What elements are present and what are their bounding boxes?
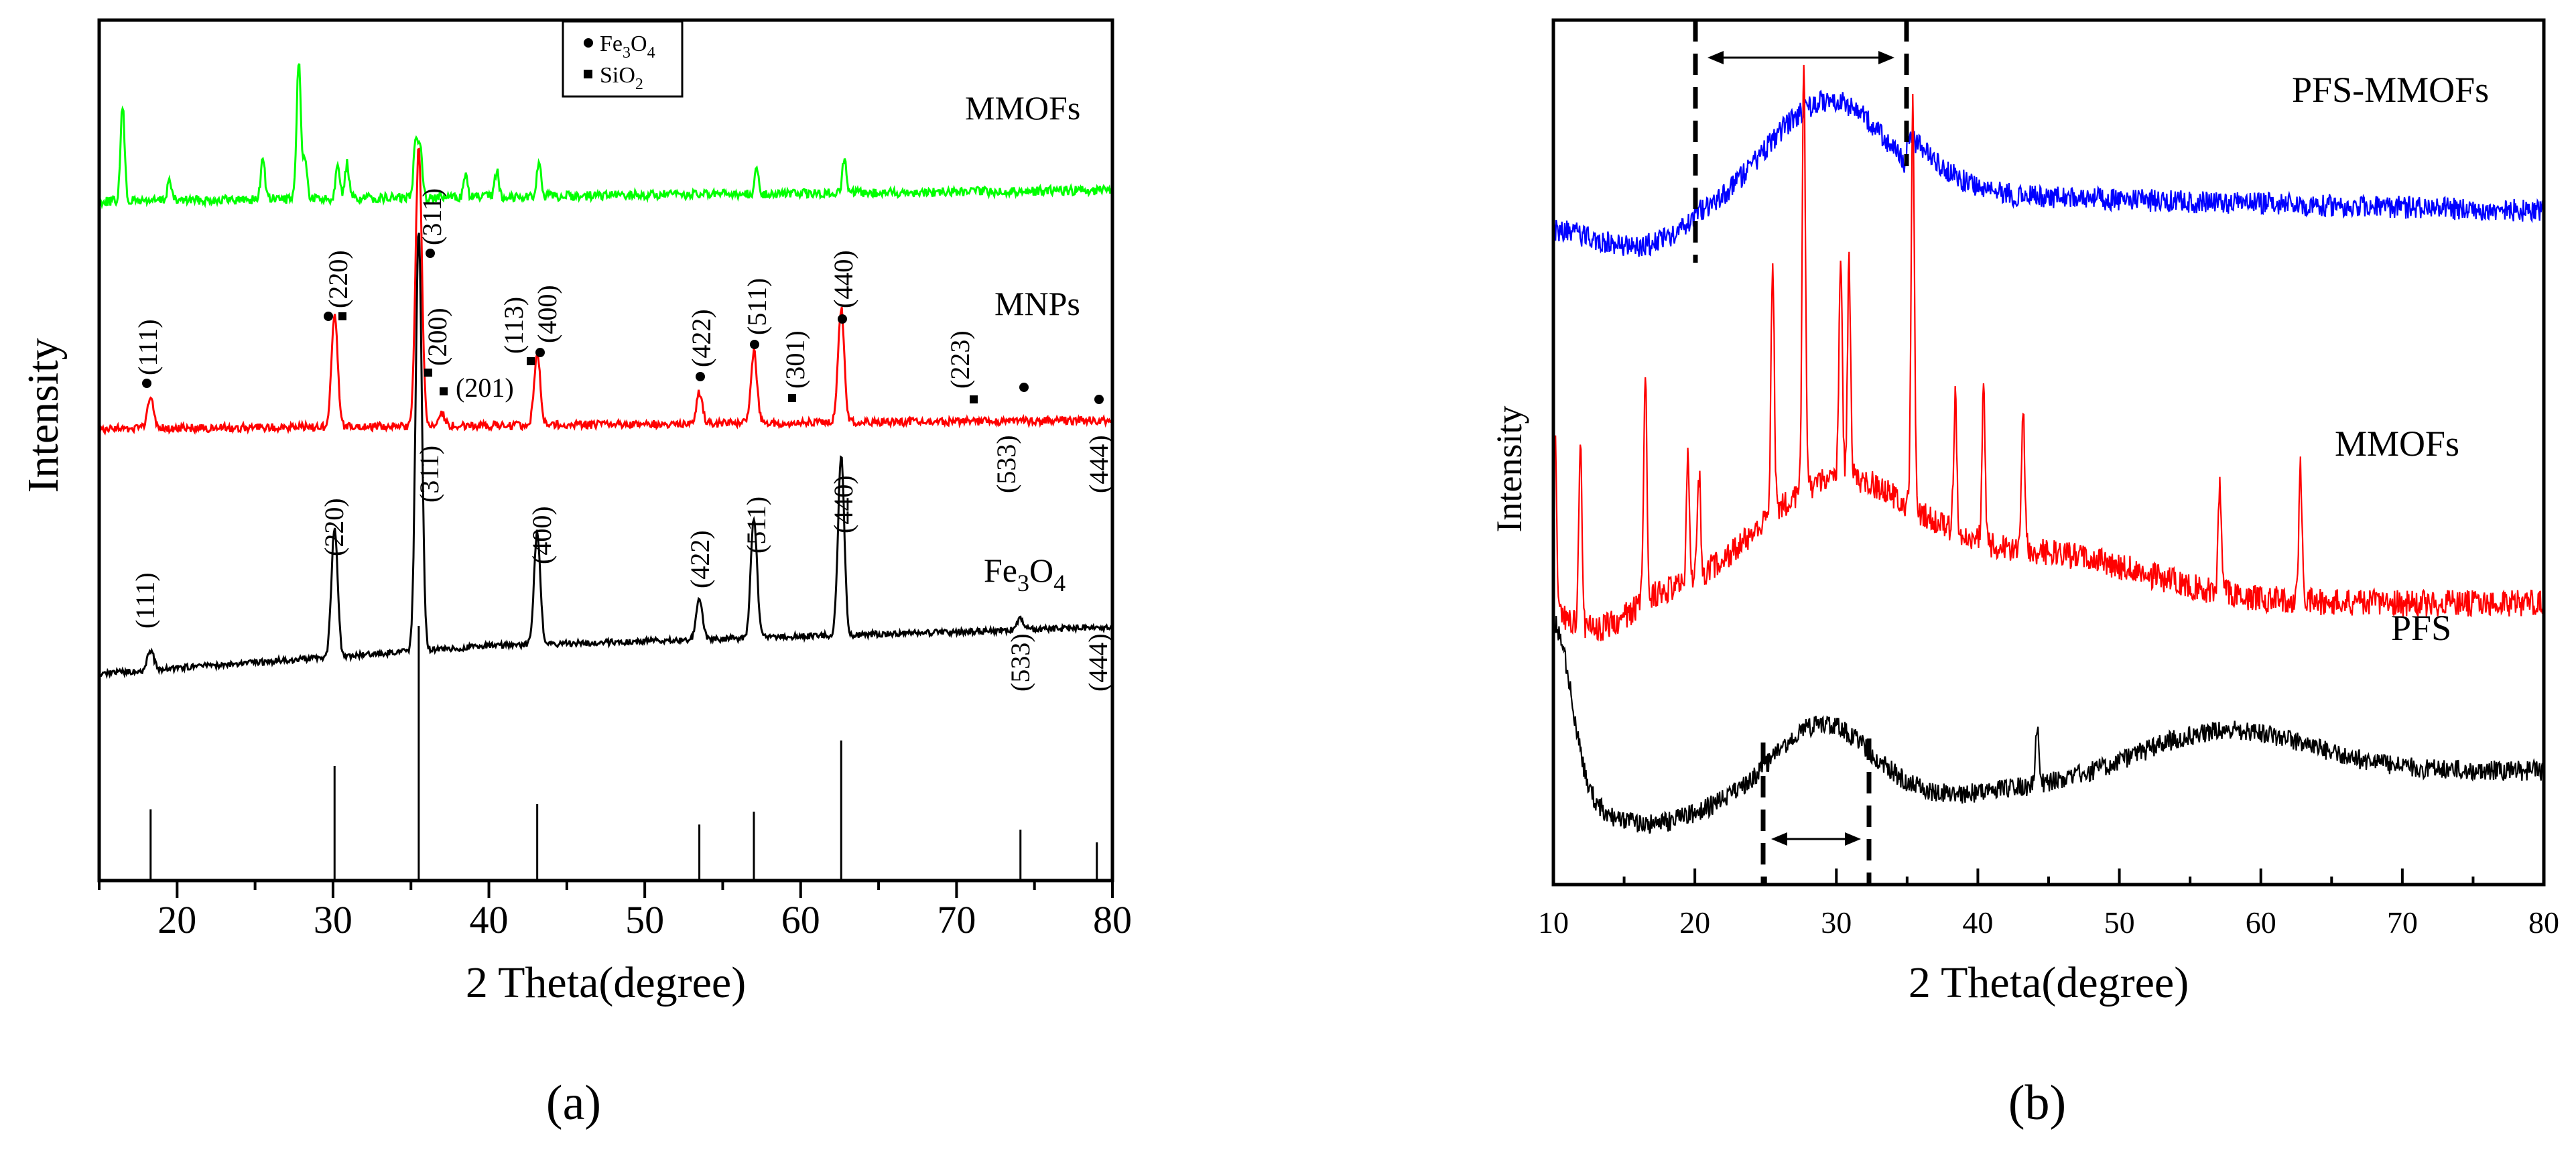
fe3o4-marker — [1094, 395, 1104, 404]
x-tick-label: 70 — [937, 898, 976, 942]
x-tick-label: 50 — [2104, 905, 2135, 940]
hkl-label: (422) — [686, 309, 716, 367]
panel-a-mnps-annotations: (111) (220) (311) (200) (201) (113) (400… — [133, 188, 1114, 493]
series-line-pfs-mmofs — [1552, 89, 2545, 257]
panel-a-caption: (a) — [546, 1076, 601, 1131]
panel-b-y-axis-label: Intensity — [1489, 406, 1529, 533]
hkl-label: (113) — [499, 297, 529, 354]
series-line-pfs — [1552, 616, 2545, 834]
sio2-marker — [338, 312, 346, 320]
x-tick-label: 30 — [1821, 905, 1852, 940]
hkl-label: (440) — [828, 250, 858, 308]
panel-a-x-axis-label: 2 Theta(degree) — [466, 958, 746, 1007]
hkl-label: (400) — [532, 285, 562, 343]
fe3o4-marker — [426, 249, 435, 258]
hkl-label: (511) — [742, 278, 772, 335]
hkl-label: (200) — [422, 308, 452, 366]
panel-a-fe3o4-annotations: (111) (220) (311) (400) (422) (511) (440… — [130, 446, 1113, 692]
x-tick-label: 80 — [1093, 898, 1132, 942]
hkl-label: (111) — [130, 572, 160, 629]
hkl-label: (311) — [417, 188, 447, 245]
legend-fe3o4-label: Fe3O4 — [600, 31, 655, 62]
sio2-marker — [788, 394, 796, 402]
panel-b-series-label-pfs-mmofs: PFS-MMOFs — [2292, 70, 2489, 110]
legend-sio2-label: SiO2 — [600, 63, 643, 93]
x-tick-label: 50 — [625, 898, 664, 942]
hkl-label: (220) — [323, 250, 353, 308]
x-tick-label: 70 — [2387, 905, 2418, 940]
x-tick-label: 20 — [157, 898, 196, 942]
panel-b-range-marker-upper — [1693, 20, 1909, 263]
hkl-label: (223) — [945, 330, 975, 389]
x-tick-label: 10 — [1538, 905, 1569, 940]
x-tick-label: 40 — [1962, 905, 1993, 940]
x-tick-label: 40 — [470, 898, 509, 942]
series-line-mnps — [98, 147, 1113, 436]
hkl-label: (201) — [456, 373, 514, 403]
x-tick-label: 80 — [2528, 905, 2559, 940]
sio2-marker — [527, 357, 535, 365]
hkl-label: (533) — [991, 435, 1021, 493]
panel-b-range-marker-lower — [1760, 738, 1872, 885]
panel-a-legend: Fe3O4 SiO2 — [562, 20, 684, 98]
panel-b-x-axis-label: 2 Theta(degree) — [1909, 958, 2189, 1007]
hkl-label: (440) — [828, 475, 858, 533]
legend-fe3o4-marker — [584, 38, 593, 48]
fe3o4-marker — [142, 379, 151, 388]
x-tick-label: 20 — [1679, 905, 1710, 940]
hkl-label: (400) — [527, 506, 557, 564]
sio2-marker — [440, 387, 448, 395]
panel-a-plot-frame — [97, 18, 1114, 883]
x-tick-label: 30 — [314, 898, 352, 942]
panel-a: 20 30 40 50 60 70 80 2 Theta(degree) Intensity… — [19, 18, 1132, 1131]
sio2-marker — [424, 369, 432, 377]
panel-a-series-label-mnps: MNPs — [994, 285, 1080, 322]
panel-a-series-label-fe3o4: Fe3O4 — [984, 552, 1066, 596]
fe3o4-marker — [1019, 383, 1029, 392]
fe3o4-marker — [535, 348, 545, 357]
hkl-label: (111) — [133, 319, 163, 375]
series-line-mmofs — [98, 63, 1113, 210]
hkl-label: (311) — [414, 446, 444, 503]
fe3o4-marker — [696, 372, 705, 381]
hkl-label: (220) — [319, 498, 349, 556]
hkl-label: (422) — [685, 530, 715, 588]
fe3o4-marker — [838, 314, 847, 324]
hkl-label: (444) — [1083, 633, 1113, 692]
hkl-label: (301) — [780, 330, 810, 389]
panel-b-series-label-pfs: PFS — [2391, 608, 2451, 648]
hkl-label: (444) — [1084, 435, 1114, 493]
hkl-label: (511) — [741, 497, 771, 554]
panel-a-series-label-mmofs: MMOFs — [965, 89, 1080, 127]
panel-a-y-axis-label: Intensity — [19, 338, 68, 493]
series-line-mmofs — [1552, 64, 2545, 642]
panel-b-series-label-mmofs: MMOFs — [2335, 424, 2459, 464]
legend-sio2-marker — [584, 70, 592, 78]
panel-b-caption: (b) — [2008, 1076, 2066, 1131]
sio2-marker — [970, 395, 978, 403]
panel-b: 10 20 30 40 50 60 70 80 2 Theta(degree) Intensi… — [1489, 18, 2559, 1131]
fe3o4-marker — [324, 312, 333, 321]
hkl-label: (533) — [1005, 633, 1035, 692]
x-tick-label: 60 — [781, 898, 820, 942]
x-tick-label: 60 — [2246, 905, 2276, 940]
series-line-fe3o4 — [99, 233, 1112, 680]
fe3o4-marker — [750, 340, 759, 349]
